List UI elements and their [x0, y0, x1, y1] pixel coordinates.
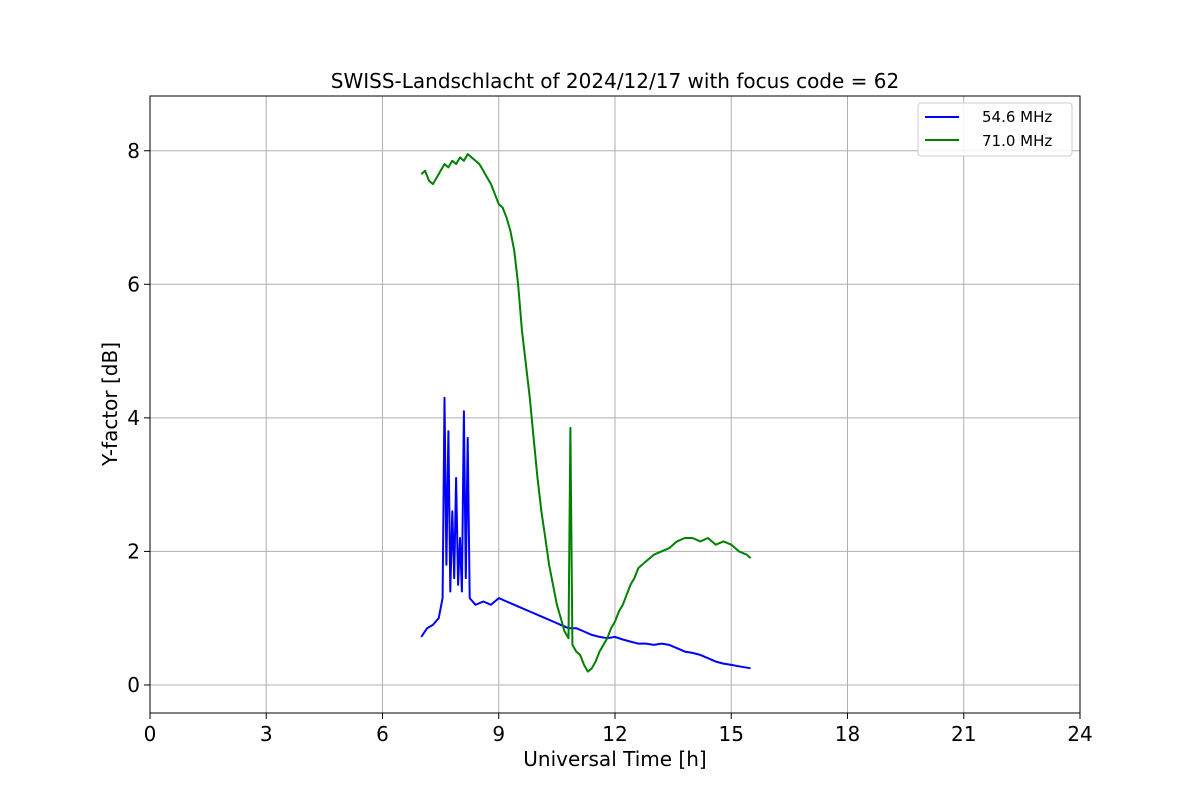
series-line-54-6-mhz [420, 396, 751, 670]
x-tick-label: 9 [492, 722, 505, 746]
y-tick-label: 4 [127, 406, 140, 430]
x-tick-label: 12 [602, 722, 627, 746]
y-tick-label: 0 [127, 673, 140, 697]
y-axis-label: Y-factor [dB] [98, 342, 122, 467]
grid [149, 96, 1081, 713]
series-layer [420, 153, 752, 673]
x-tick-label: 21 [951, 722, 976, 746]
x-tick-label: 3 [260, 722, 273, 746]
x-tick-label: 0 [144, 722, 157, 746]
y-tick-label: 2 [127, 539, 140, 563]
series-line-71-0-mhz [420, 153, 752, 673]
x-tick-label: 24 [1067, 722, 1092, 746]
x-tick-label: 15 [719, 722, 744, 746]
x-tick-label: 6 [376, 722, 389, 746]
legend-label-54-6-mhz: 54.6 MHz [982, 108, 1052, 126]
legend-label-71-0-mhz: 71.0 MHz [982, 132, 1052, 150]
chart-title: SWISS-Landschlacht of 2024/12/17 with fo… [331, 69, 899, 93]
y-tick-label: 6 [127, 272, 140, 296]
legend: 54.6 MHz 71.0 MHz [917, 102, 1073, 157]
x-tick-label: 18 [835, 722, 860, 746]
x-axis-label: Universal Time [h] [523, 747, 706, 771]
y-tick-label: 8 [127, 139, 140, 163]
